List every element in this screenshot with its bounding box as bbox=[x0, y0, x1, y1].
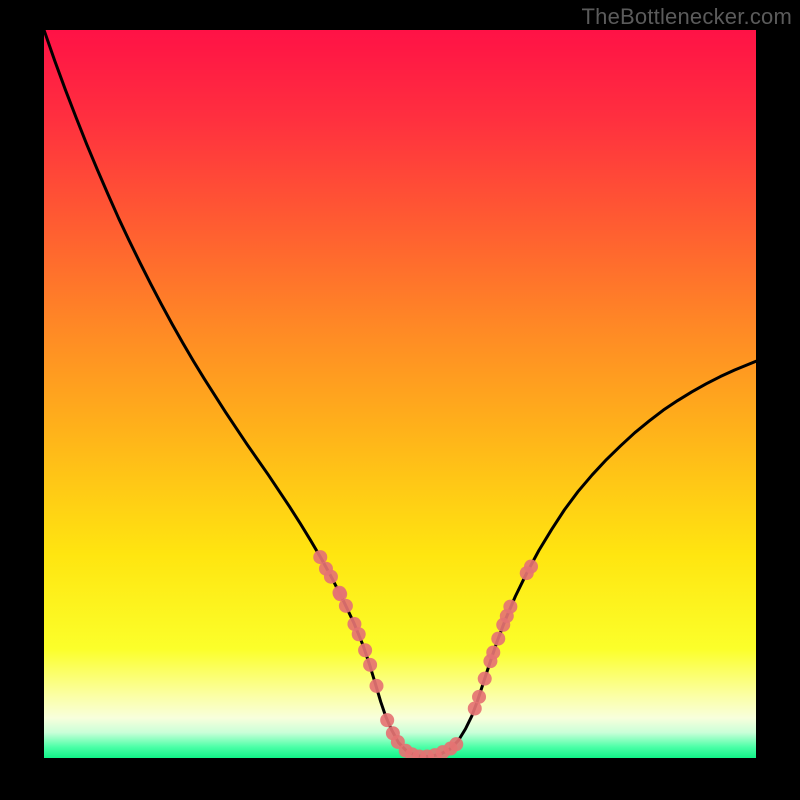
scatter-point bbox=[524, 560, 538, 574]
scatter-point bbox=[486, 645, 500, 659]
scatter-point bbox=[478, 672, 492, 686]
scatter-point bbox=[491, 632, 505, 646]
scatter-point bbox=[324, 570, 338, 584]
bottleneck-curve-plot bbox=[44, 30, 756, 758]
chart-stage: TheBottlenecker.com bbox=[0, 0, 800, 800]
scatter-point bbox=[339, 599, 353, 613]
scatter-point bbox=[363, 658, 377, 672]
plot-background bbox=[44, 30, 756, 758]
scatter-point bbox=[370, 679, 384, 693]
scatter-point bbox=[358, 643, 372, 657]
scatter-point bbox=[503, 600, 517, 614]
scatter-point bbox=[352, 627, 366, 641]
scatter-point bbox=[449, 737, 463, 751]
watermark-text: TheBottlenecker.com bbox=[582, 4, 792, 30]
scatter-point bbox=[380, 713, 394, 727]
scatter-point bbox=[472, 690, 486, 704]
